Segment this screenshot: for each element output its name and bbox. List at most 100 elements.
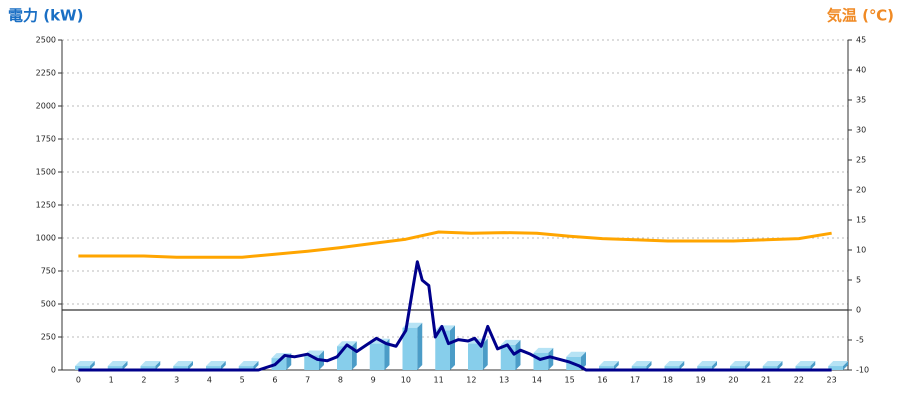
bar-top (730, 361, 750, 367)
bar-side (842, 361, 848, 370)
x-tick-label: 4 (207, 376, 212, 385)
bar-top (533, 347, 554, 353)
bar-side (482, 338, 488, 370)
y-tick-label: 750 (41, 267, 56, 276)
bar-side (122, 361, 128, 370)
y-axis-title: 電力 (kW) (8, 7, 83, 25)
y2-tick-label: 40 (856, 66, 866, 75)
x-tick-label: 22 (794, 376, 804, 385)
y2-tick-label: -5 (856, 336, 864, 345)
data-line (78, 230, 832, 259)
bar-side (417, 322, 423, 370)
x-tick-label: 18 (663, 376, 673, 385)
y-tick-label: 250 (41, 333, 56, 342)
bar (140, 366, 156, 370)
bar-side (711, 361, 717, 370)
bar (730, 366, 745, 370)
y2-axis-title: 気温 (℃) (827, 7, 894, 25)
bar (402, 327, 418, 370)
bar-side (187, 361, 193, 370)
bar (173, 366, 188, 370)
bar-top (107, 361, 128, 367)
bar (664, 366, 680, 370)
y-tick-label: 1750 (36, 135, 56, 144)
bar-side (220, 361, 226, 370)
bar-side (777, 361, 783, 370)
bar-top (173, 361, 193, 367)
x-tick-label: 1 (109, 376, 114, 385)
bar-side (548, 347, 554, 370)
x-tick-label: 19 (696, 376, 706, 385)
x-tick-label: 5 (240, 376, 245, 385)
bar (107, 366, 123, 370)
y-tick-label: 2250 (36, 69, 56, 78)
y2-tick-label: 45 (856, 36, 866, 45)
x-tick-label: 17 (630, 376, 640, 385)
x-tick-label: 9 (371, 376, 376, 385)
bar (795, 366, 811, 370)
bar (271, 358, 287, 370)
x-tick-label: 8 (338, 376, 343, 385)
bar-top (664, 361, 685, 367)
y-tick-label: 2500 (36, 36, 56, 45)
bar-top (828, 361, 848, 367)
x-tick-label: 20 (728, 376, 738, 385)
bar-side (351, 341, 357, 370)
bar (828, 366, 843, 370)
y-tick-label: 500 (41, 300, 56, 309)
bar (75, 366, 90, 370)
bar-top (697, 361, 717, 367)
bar-top (599, 361, 619, 367)
y2-tick-label: 15 (856, 216, 866, 225)
bar (500, 344, 516, 370)
bar (369, 343, 385, 370)
y2-tick-label: 30 (856, 126, 866, 135)
x-tick-label: 14 (532, 376, 542, 385)
bar-top (500, 339, 521, 345)
y2-tick-label: 20 (856, 186, 866, 195)
x-tick-label: 2 (141, 376, 146, 385)
bar-side (744, 361, 750, 370)
bar-top (140, 361, 161, 367)
bar-side (253, 361, 259, 370)
data-line (78, 260, 832, 372)
bar-top (631, 361, 652, 367)
y2-tick-label: 10 (856, 246, 866, 255)
bar (468, 343, 483, 370)
bar-side (679, 361, 685, 370)
bar-top (238, 361, 259, 367)
y-tick-label: 0 (51, 366, 56, 375)
bar (697, 366, 712, 370)
bar-side (646, 361, 652, 370)
bar-top (795, 361, 816, 367)
y-tick-label: 2000 (36, 102, 56, 111)
y-tick-label: 1250 (36, 201, 56, 210)
bar-top (762, 361, 783, 367)
x-tick-label: 23 (827, 376, 837, 385)
x-tick-label: 0 (76, 376, 81, 385)
bar-side (580, 351, 586, 370)
x-tick-label: 15 (565, 376, 575, 385)
bar-top (75, 361, 95, 367)
bar-side (613, 361, 619, 370)
x-tick-label: 16 (597, 376, 607, 385)
bar (762, 366, 778, 370)
bar-side (384, 338, 390, 370)
y2-tick-label: 0 (856, 306, 861, 315)
x-tick-label: 7 (305, 376, 310, 385)
x-tick-label: 12 (466, 376, 476, 385)
bar (206, 366, 221, 370)
bar (631, 366, 647, 370)
bar (238, 366, 254, 370)
x-tick-label: 13 (499, 376, 509, 385)
y2-tick-label: -10 (856, 366, 869, 375)
bar (599, 366, 614, 370)
y-tick-label: 1500 (36, 168, 56, 177)
x-tick-label: 3 (174, 376, 179, 385)
y2-tick-label: 35 (856, 96, 866, 105)
bar-side (515, 339, 521, 370)
bar-side (155, 361, 161, 370)
y-tick-label: 1000 (36, 234, 56, 243)
bar-side (449, 325, 455, 370)
